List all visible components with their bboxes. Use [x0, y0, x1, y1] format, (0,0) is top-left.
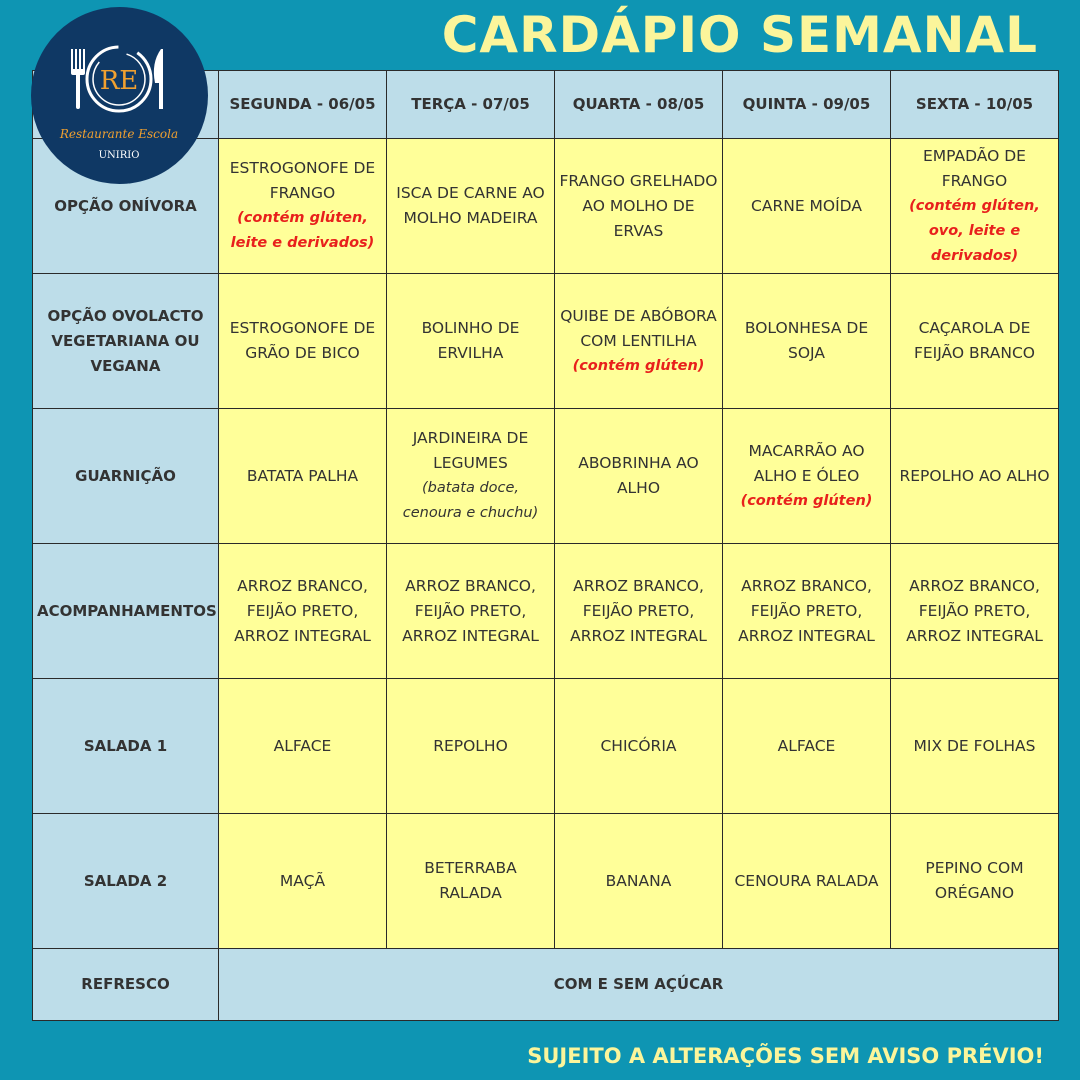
menu-cell: BOLONHESA DE SOJA	[722, 273, 891, 409]
dish-name: CENOURA RALADA	[734, 871, 879, 890]
dish-name: FRANGO GRELHADO AO MOLHO DE ERVAS	[559, 171, 718, 240]
menu-cell: CHICÓRIA	[554, 678, 723, 814]
dish-detail: (batata doce, cenoura e chuchu)	[402, 480, 539, 521]
menu-cell: CARNE MOÍDA	[722, 138, 891, 274]
menu-cell: ALFACE	[218, 678, 387, 814]
menu-row: SALADA 1 ALFACE REPOLHO CHICÓRIA ALFACE MIX D…	[32, 678, 1059, 814]
menu-cell: EMPADÃO DE FRANGO (contém glúten, ovo, le…	[890, 138, 1059, 274]
day-header: QUINTA - 09/05	[722, 70, 891, 139]
dish-name: MIX DE FOLHAS	[913, 736, 1036, 755]
dish-name: ESTROGONOFE DE FRANGO	[229, 159, 376, 202]
allergen-note: (contém glúten, ovo, leite e derivados)	[909, 197, 1040, 264]
menu-cell: ARROZ BRANCO, FEIJÃO PRETO, ARROZ INTEGR…	[722, 543, 891, 679]
menu-cell: BATATA PALHA	[218, 408, 387, 544]
dish-name: EMPADÃO DE FRANGO	[923, 146, 1026, 190]
menu-cell: JARDINEIRA DE LEGUMES (batata doce, cenou…	[386, 408, 555, 544]
menu-cell: CENOURA RALADA	[722, 813, 891, 949]
logo-name: Restaurante Escola	[59, 127, 178, 141]
dish-name: BATATA PALHA	[246, 466, 359, 485]
menu-cell: BOLINHO DE ERVILHA	[386, 273, 555, 409]
dish-name: ARROZ BRANCO, FEIJÃO PRETO, ARROZ INTEGR…	[570, 576, 707, 645]
dish-name: MAÇÃ	[279, 871, 326, 890]
row-label: GUARNIÇÃO	[32, 408, 219, 544]
restaurant-logo: RE Restaurante Escola UNIRIO	[31, 7, 208, 184]
dish-name: ARROZ BRANCO, FEIJÃO PRETO, ARROZ INTEGR…	[234, 576, 371, 645]
menu-cell: ARROZ BRANCO, FEIJÃO PRETO, ARROZ INTEGR…	[890, 543, 1059, 679]
menu-row: GUARNIÇÃO BATATA PALHA JARDINEIRA DE LEGUM…	[32, 408, 1059, 544]
menu-row: ACOMPANHAMENTOS ARROZ BRANCO, FEIJÃO PRET…	[32, 543, 1059, 679]
dish-name: REPOLHO AO ALHO	[899, 466, 1050, 485]
dish-name: ALFACE	[273, 736, 332, 755]
dish-name: JARDINEIRA DE LEGUMES	[412, 429, 529, 472]
day-header: SEXTA - 10/05	[890, 70, 1059, 139]
menu-cell: ARROZ BRANCO, FEIJÃO PRETO, ARROZ INTEGR…	[554, 543, 723, 679]
allergen-note: (contém glúten)	[740, 492, 873, 509]
disclaimer: SUJEITO A ALTERAÇÕES SEM AVISO PRÉVIO!	[527, 1044, 1044, 1068]
row-label: ACOMPANHAMENTOS	[32, 543, 219, 679]
dish-name: ARROZ BRANCO, FEIJÃO PRETO, ARROZ INTEGR…	[906, 576, 1043, 645]
menu-cell: MACARRÃO AO ALHO E ÓLEO (contém glúten)	[722, 408, 891, 544]
day-header: QUARTA - 08/05	[554, 70, 723, 139]
dish-name: ALFACE	[777, 736, 836, 755]
menu-cell: CAÇAROLA DE FEIJÃO BRANCO	[890, 273, 1059, 409]
dish-name: QUIBE DE ABÓBORA COM LENTILHA	[560, 306, 717, 350]
allergen-note: (contém glúten)	[572, 357, 705, 374]
dish-name: CAÇAROLA DE FEIJÃO BRANCO	[913, 319, 1036, 362]
menu-row: OPÇÃO OVOLACTO VEGETARIANA OU VEGANA ESTR…	[32, 273, 1059, 409]
menu-cell: FRANGO GRELHADO AO MOLHO DE ERVAS	[554, 138, 723, 274]
menu-row: SALADA 2 MAÇÃ BETERRABA RALADA BANANA CENOUR…	[32, 813, 1059, 949]
menu-cell: MIX DE FOLHAS	[890, 678, 1059, 814]
menu-cell: ARROZ BRANCO, FEIJÃO PRETO, ARROZ INTEGR…	[386, 543, 555, 679]
dish-name: CARNE MOÍDA	[751, 196, 862, 215]
dish-name: REPOLHO	[433, 736, 508, 755]
row-label: OPÇÃO OVOLACTO VEGETARIANA OU VEGANA	[32, 273, 219, 409]
menu-cell: ALFACE	[722, 678, 891, 814]
refresco-value: COM E SEM AÇÚCAR	[218, 948, 1059, 1021]
row-label: REFRESCO	[32, 948, 219, 1021]
logo-monogram: RE	[100, 66, 139, 96]
day-header: SEGUNDA - 06/05	[218, 70, 387, 139]
weekly-menu-table: SEGUNDA - 06/05 TERÇA - 07/05 QUARTA - 0…	[32, 70, 1059, 1021]
dish-name: ABOBRINHA AO ALHO	[578, 454, 699, 497]
page-title: CARDÁPIO SEMANAL	[441, 6, 1038, 64]
dish-name: BANANA	[605, 871, 672, 890]
menu-cell: REPOLHO AO ALHO	[890, 408, 1059, 544]
menu-cell: BETERRABA RALADA	[386, 813, 555, 949]
row-label: SALADA 1	[32, 678, 219, 814]
menu-cell: PEPINO COM ORÉGANO	[890, 813, 1059, 949]
menu-cell: REPOLHO	[386, 678, 555, 814]
dish-name: ARROZ BRANCO, FEIJÃO PRETO, ARROZ INTEGR…	[402, 576, 539, 645]
row-label: SALADA 2	[32, 813, 219, 949]
menu-row: OPÇÃO ONÍVORA ESTROGONOFE DE FRANGO (conté…	[32, 138, 1059, 274]
menu-cell: ISCA DE CARNE AO MOLHO MADEIRA	[386, 138, 555, 274]
dish-name: BETERRABA RALADA	[424, 859, 517, 902]
dish-name: BOLINHO DE ERVILHA	[421, 319, 520, 362]
day-header: TERÇA - 07/05	[386, 70, 555, 139]
dish-name: MACARRÃO AO ALHO E ÓLEO	[748, 441, 865, 485]
dish-name: CHICÓRIA	[600, 736, 677, 755]
dish-name: PEPINO COM ORÉGANO	[925, 859, 1024, 902]
menu-cell: ESTROGONOFE DE GRÃO DE BICO	[218, 273, 387, 409]
dish-name: ARROZ BRANCO, FEIJÃO PRETO, ARROZ INTEGR…	[738, 576, 875, 645]
menu-cell: ARROZ BRANCO, FEIJÃO PRETO, ARROZ INTEGR…	[218, 543, 387, 679]
logo-org: UNIRIO	[99, 150, 140, 161]
dish-name: ESTROGONOFE DE GRÃO DE BICO	[229, 319, 376, 362]
menu-cell: ESTROGONOFE DE FRANGO (contém glúten, lei…	[218, 138, 387, 274]
menu-cell: MAÇÃ	[218, 813, 387, 949]
menu-cell: QUIBE DE ABÓBORA COM LENTILHA (contém glú…	[554, 273, 723, 409]
menu-cell: BANANA	[554, 813, 723, 949]
dish-name: BOLONHESA DE SOJA	[744, 319, 869, 362]
menu-cell: ABOBRINHA AO ALHO	[554, 408, 723, 544]
allergen-note: (contém glúten, leite e derivados)	[230, 210, 375, 251]
dish-name: ISCA DE CARNE AO MOLHO MADEIRA	[396, 184, 545, 227]
refresco-row: REFRESCO COM E SEM AÇÚCAR	[32, 948, 1059, 1021]
